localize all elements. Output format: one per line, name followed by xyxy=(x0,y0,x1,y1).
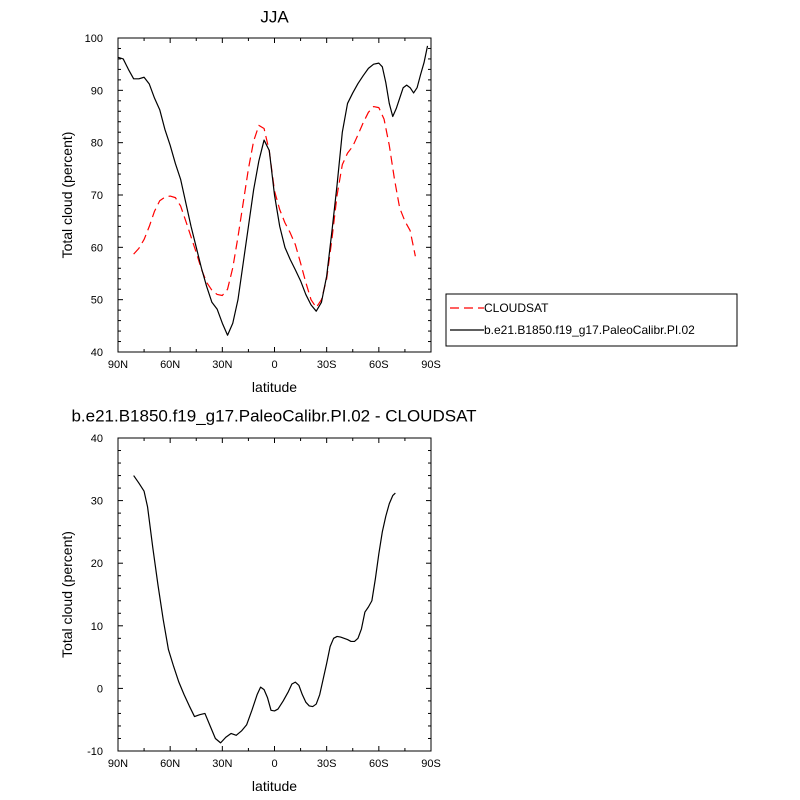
y-axis-label: Total cloud (percent) xyxy=(59,132,75,259)
y-tick-label: 30 xyxy=(91,496,103,508)
x-tick-label: 30N xyxy=(212,359,232,371)
y-tick-label: 100 xyxy=(85,33,103,45)
x-tick-label: 90S xyxy=(421,758,441,770)
y-tick-label: 40 xyxy=(91,433,103,445)
x-tick-label: 60S xyxy=(369,758,389,770)
legend-box xyxy=(445,293,738,347)
plot-frame xyxy=(117,437,432,752)
chart-title: b.e21.B1850.f19_g17.PaleoCalibr.PI.02 - … xyxy=(71,406,476,425)
y-tick-label: 60 xyxy=(91,242,103,254)
y-tick-label: 80 xyxy=(91,138,103,150)
x-tick-label: 90S xyxy=(421,359,441,371)
series-line-1 xyxy=(133,475,396,744)
legend-entry-2: b.e21.B1850.f19_g17.PaleoCalibr.PI.02 xyxy=(484,323,695,337)
x-tick-label: 60S xyxy=(369,359,389,371)
y-axis-label: Total cloud (percent) xyxy=(59,531,75,658)
x-tick-label: 30S xyxy=(317,359,337,371)
x-tick-label: 90N xyxy=(108,359,128,371)
y-tick-label: 50 xyxy=(91,295,103,307)
y-tick-label: 70 xyxy=(91,190,103,202)
series-line-2 xyxy=(117,45,429,336)
x-tick-label: 90N xyxy=(108,758,128,770)
chart-title: JJA xyxy=(260,7,289,26)
chart-legend: CLOUDSAT b.e21.B1850.f19_g17.PaleoCalibr.… xyxy=(445,293,738,347)
y-tick-label: 10 xyxy=(91,621,103,633)
y-tick-label: 40 xyxy=(91,347,103,359)
x-tick-label: 0 xyxy=(271,758,277,770)
y-tick-label: -10 xyxy=(87,746,103,758)
x-tick-label: 0 xyxy=(271,359,277,371)
x-axis-label: latitude xyxy=(252,778,297,794)
chart-panel-2: b.e21.B1850.f19_g17.PaleoCalibr.PI.02 - … xyxy=(59,406,477,794)
x-axis-label: latitude xyxy=(252,379,297,395)
y-tick-label: 90 xyxy=(91,85,103,97)
y-tick-label: 20 xyxy=(91,558,103,570)
x-tick-label: 30S xyxy=(317,758,337,770)
y-tick-label: 0 xyxy=(97,683,103,695)
x-tick-label: 60N xyxy=(160,359,180,371)
series-line-1 xyxy=(133,105,416,309)
x-tick-label: 60N xyxy=(160,758,180,770)
chart-panel-1: JJA 90N 60N 30N 0 30S 60S 90S 40 50 60 70 80 90 100 lat… xyxy=(59,7,441,395)
legend-entry-1: CLOUDSAT xyxy=(484,301,549,315)
x-tick-label: 30N xyxy=(212,758,232,770)
